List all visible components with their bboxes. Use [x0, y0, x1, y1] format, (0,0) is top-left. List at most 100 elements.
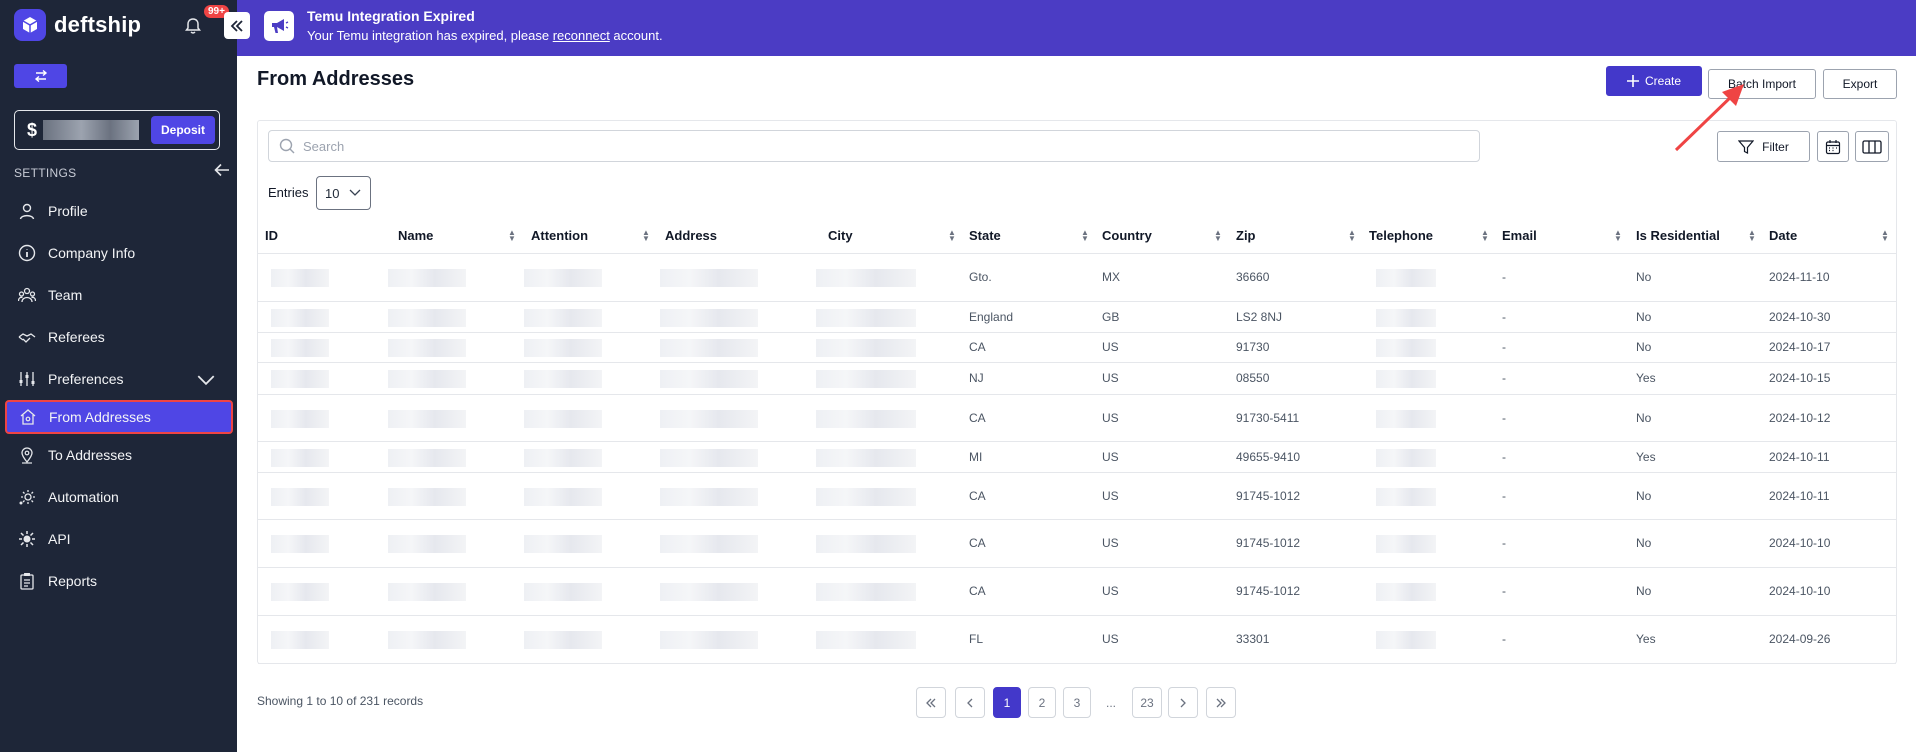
create-button-label: Create	[1644, 74, 1682, 88]
swap-account-button[interactable]	[14, 64, 67, 88]
sort-icon[interactable]: ▲ ▼	[508, 228, 516, 243]
cell-date: 2024-10-10	[1769, 584, 1831, 598]
redacted-cell	[1376, 370, 1436, 388]
first-page-button[interactable]	[916, 687, 946, 718]
sort-icon[interactable]: ▲ ▼	[948, 228, 956, 243]
filter-button[interactable]: Filter	[1717, 131, 1810, 162]
column-header-name[interactable]: Name	[398, 228, 434, 243]
redacted-cell	[271, 308, 329, 327]
redacted-cell	[660, 535, 758, 553]
row-divider	[258, 253, 1896, 254]
deposit-button[interactable]: Deposit	[150, 116, 215, 144]
column-header-city[interactable]: City	[828, 228, 853, 243]
redacted-cell	[660, 370, 758, 388]
sidebar-item-referees[interactable]: Referees	[0, 316, 237, 358]
column-header-country[interactable]: Country	[1102, 228, 1152, 243]
column-header-date[interactable]: Date	[1769, 228, 1798, 243]
create-button[interactable]: Create	[1606, 66, 1702, 96]
sort-icon[interactable]: ▲ ▼	[1214, 228, 1222, 243]
sidebar-item-preferences[interactable]: Preferences	[0, 358, 237, 400]
redacted-cell	[660, 583, 758, 601]
cell-email: -	[1502, 410, 1506, 425]
cell-residential: No	[1636, 270, 1652, 284]
column-header-email[interactable]: Email	[1502, 228, 1537, 243]
sidebar-item-profile[interactable]: Profile	[0, 190, 237, 232]
page-button-23[interactable]: 23	[1132, 687, 1162, 718]
redacted-cell	[524, 631, 602, 649]
cell-date: 2024-10-12	[1769, 410, 1831, 425]
last-page-button[interactable]	[1206, 687, 1236, 718]
location-pin-icon	[21, 447, 33, 464]
columns-button[interactable]	[1855, 131, 1889, 162]
redacted-cell	[1376, 448, 1436, 467]
redacted-cell	[271, 535, 329, 553]
cell-email: -	[1502, 536, 1506, 550]
page-button-1[interactable]: 1	[993, 687, 1021, 718]
sidebar-item-label: Preferences	[48, 371, 124, 387]
handshake-icon	[18, 333, 36, 343]
sidebar-item-api[interactable]: API	[0, 518, 237, 560]
column-header-state[interactable]: State	[969, 228, 1001, 243]
prev-page-button[interactable]	[955, 687, 985, 718]
redacted-cell	[388, 631, 466, 649]
integration-banner: Temu Integration Expired Your Temu integ…	[237, 0, 1916, 56]
cell-state: CA	[969, 584, 986, 598]
cell-state: NJ	[969, 371, 984, 385]
cell-residential: No	[1636, 309, 1652, 324]
sidebar-item-team[interactable]: Team	[0, 274, 237, 316]
export-button[interactable]: Export	[1823, 69, 1897, 99]
column-header-address[interactable]: Address	[665, 228, 718, 243]
calendar-icon	[1825, 139, 1841, 154]
entries-select[interactable]: 10	[316, 176, 371, 210]
sidebar-item-automation[interactable]: Automation	[0, 476, 237, 518]
sidebar-item-reports[interactable]: Reports	[0, 560, 237, 602]
cell-email: -	[1502, 488, 1506, 503]
column-header-telephone[interactable]: Telephone	[1369, 228, 1434, 243]
sort-icon[interactable]: ▲ ▼	[1481, 228, 1489, 243]
reconnect-link[interactable]: reconnect	[552, 28, 610, 43]
date-range-button[interactable]	[1817, 131, 1849, 162]
bell-icon[interactable]	[180, 13, 206, 39]
search-input[interactable]: Search	[268, 130, 1480, 162]
sidebar-item-label: Company Info	[48, 245, 136, 261]
redacted-cell	[816, 535, 916, 553]
redacted-cell	[816, 409, 916, 428]
sort-icon[interactable]: ▲ ▼	[1081, 228, 1089, 243]
sidebar-item-to-addresses[interactable]: To Addresses	[0, 434, 237, 476]
annotation-arrow-icon	[1674, 84, 1744, 152]
page-button-3[interactable]: 3	[1063, 687, 1091, 718]
sort-icon[interactable]: ▲ ▼	[1748, 228, 1756, 243]
redacted-cell	[660, 631, 758, 649]
column-header-is-residential[interactable]: Is Residential	[1636, 228, 1720, 243]
sort-icon[interactable]: ▲ ▼	[1614, 228, 1622, 243]
addresses-table-card	[257, 120, 1897, 664]
sidebar-item-from-addresses[interactable]: From Addresses	[5, 400, 233, 434]
column-header-id[interactable]: ID	[265, 228, 278, 243]
sidebar-item-company-info[interactable]: Company Info	[0, 232, 237, 274]
redacted-cell	[524, 339, 602, 357]
cell-country: US	[1102, 584, 1119, 598]
column-header-attention[interactable]: Attention	[531, 228, 589, 243]
brand-logo[interactable]: deftship	[14, 9, 141, 41]
column-header-zip[interactable]: Zip	[1236, 228, 1256, 243]
redacted-cell	[816, 631, 916, 649]
page-button-2[interactable]: 2	[1028, 687, 1056, 718]
redacted-cell	[524, 535, 602, 553]
collapse-sidebar-button[interactable]	[224, 12, 250, 39]
sort-icon[interactable]: ▲ ▼	[1881, 228, 1889, 243]
cell-zip: 49655-9410	[1236, 449, 1301, 464]
chevron-down-icon	[350, 189, 361, 196]
chevron-down-icon	[197, 375, 215, 386]
redacted-cell	[524, 448, 602, 467]
redacted-cell	[524, 487, 602, 506]
sort-icon[interactable]: ▲ ▼	[642, 228, 650, 243]
cube-logo-icon	[14, 9, 46, 41]
cell-residential: Yes	[1636, 371, 1656, 385]
cell-zip: 36660	[1236, 270, 1270, 284]
sort-icon[interactable]: ▲ ▼	[1348, 228, 1356, 243]
arrow-left-icon[interactable]	[214, 163, 230, 182]
next-page-button[interactable]	[1168, 687, 1198, 718]
row-divider	[258, 362, 1896, 363]
banner-title: Temu Integration Expired	[307, 8, 475, 24]
